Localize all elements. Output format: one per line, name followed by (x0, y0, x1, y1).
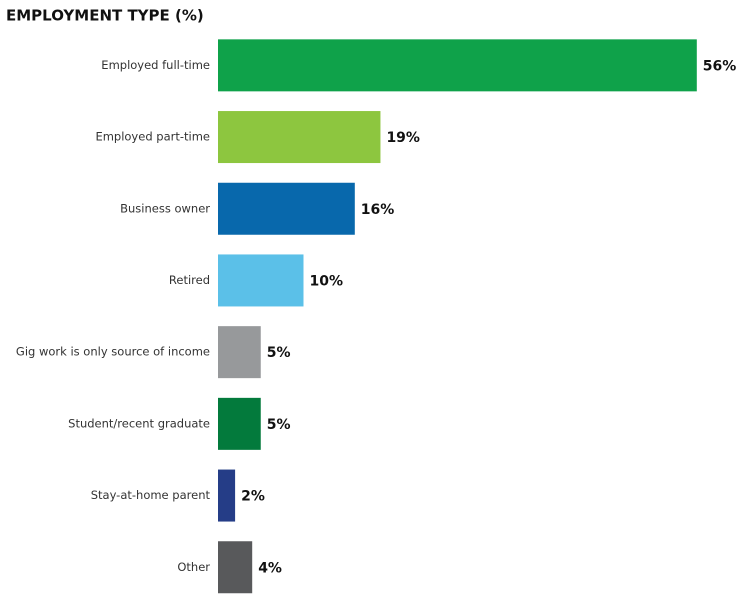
bar (218, 326, 261, 379)
category-label: Retired (169, 273, 210, 287)
value-label: 2% (241, 489, 265, 505)
bar (218, 111, 381, 164)
bar (218, 254, 304, 307)
value-label: 56% (703, 58, 737, 74)
category-label: Employed full-time (101, 58, 210, 72)
bar (218, 182, 355, 235)
category-label: Other (177, 560, 210, 574)
category-label: Business owner (120, 201, 210, 215)
value-label: 16% (361, 202, 395, 218)
category-label: Employed part-time (95, 130, 210, 144)
chart-title: EMPLOYMENT TYPE (%) (6, 7, 204, 25)
value-label: 5% (267, 345, 291, 361)
value-label: 19% (386, 130, 420, 146)
bar (218, 39, 697, 92)
category-label: Student/recent graduate (68, 416, 210, 430)
category-label: Stay-at-home parent (91, 488, 211, 502)
bar (218, 541, 253, 594)
value-label: 4% (258, 560, 282, 576)
category-label: Gig work is only source of income (16, 345, 210, 359)
bar (218, 469, 236, 522)
bar (218, 397, 261, 450)
value-label: 10% (310, 273, 344, 289)
value-label: 5% (267, 417, 291, 433)
